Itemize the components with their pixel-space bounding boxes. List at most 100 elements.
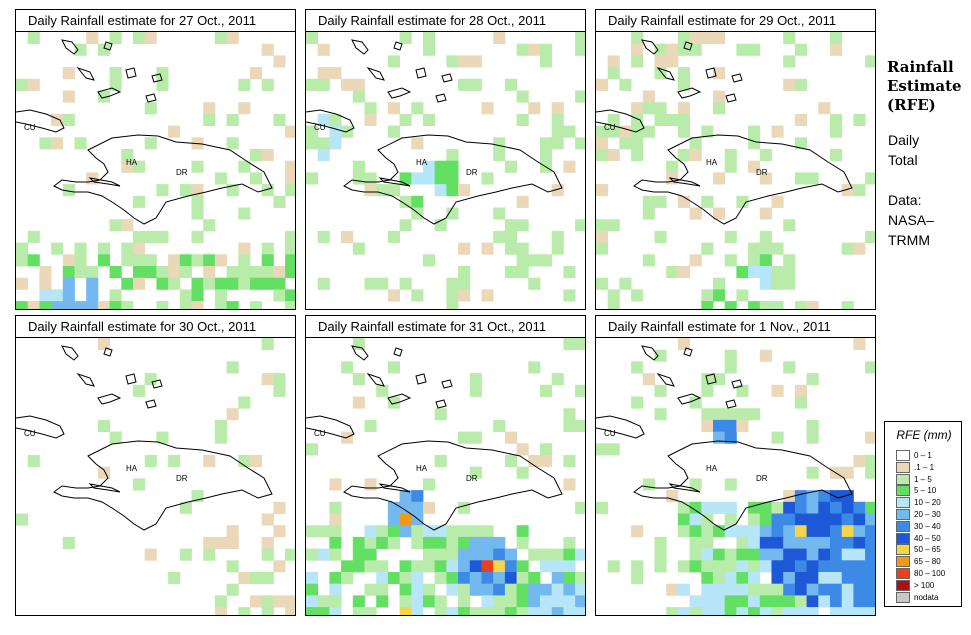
rainfall-cell (352, 548, 365, 561)
rainfall-cell (563, 548, 576, 561)
side-title-line: Rainfall (887, 58, 954, 76)
rainfall-cell (794, 137, 807, 150)
legend-label: .1 – 1 (914, 462, 935, 472)
coastline (656, 66, 675, 81)
rainfall-cell (830, 513, 843, 526)
rainfall-cell (516, 466, 529, 479)
rainfall-cell (203, 536, 216, 549)
coastline (435, 93, 447, 103)
rainfall-cell (341, 230, 354, 243)
rainfall-cell (203, 266, 216, 279)
coastline (393, 347, 403, 357)
rainfall-cell (677, 113, 690, 126)
rainfall-map: CU HA DR (15, 31, 296, 310)
rainfall-cell (701, 301, 714, 309)
rainfall-cell (771, 572, 784, 585)
rainfall-cell (830, 32, 843, 45)
rainfall-cell (364, 548, 377, 561)
rainfall-cell (317, 43, 330, 56)
rainfall-cell (841, 595, 854, 608)
rainfall-cell (261, 607, 274, 615)
rainfall-cell (133, 384, 146, 397)
rainfall-cell (62, 90, 75, 103)
rainfall-cell (399, 277, 412, 290)
rainfall-cell (806, 513, 819, 526)
rainfall-cell (713, 583, 726, 596)
rainfall-cell (596, 277, 609, 290)
rainfall-cell (250, 67, 263, 80)
rainfall-cell (818, 548, 831, 561)
rainfall-cell (575, 501, 585, 514)
rainfall-cell (563, 338, 576, 351)
rainfall-cell (39, 289, 52, 302)
rainfall-cell (306, 583, 319, 596)
country-label: HA (416, 158, 428, 167)
rainfall-cell (144, 266, 157, 279)
coastline (731, 379, 743, 389)
rainfall-cell (853, 560, 866, 573)
rainfall-cell (516, 536, 529, 549)
rainfall-cell (631, 113, 644, 126)
rainfall-cell (493, 595, 506, 608)
rainfall-cell (168, 254, 181, 267)
rainfall-cell (481, 242, 494, 255)
legend-item: > 100 (896, 579, 960, 592)
rainfall-cell (771, 583, 784, 596)
rainfall-cell (701, 595, 714, 608)
rainfall-cell (563, 595, 576, 608)
rainfall-cell (203, 219, 216, 232)
rainfall-cell (713, 102, 726, 115)
rainfall-cell (458, 55, 471, 68)
rainfall-cell (783, 266, 796, 279)
coastline (88, 483, 121, 493)
rainfall-cell (97, 338, 110, 351)
rainfall-cell (261, 78, 274, 91)
rainfall-cell (504, 78, 517, 91)
rainfall-cell (528, 254, 541, 267)
rainfall-cell (214, 595, 227, 608)
rainfall-cell (689, 43, 702, 56)
rainfall-cell (226, 277, 239, 290)
rainfall-cell (376, 536, 389, 549)
rainfall-cell (27, 32, 40, 45)
rainfall-cell (771, 125, 784, 138)
rainfall-cell (250, 572, 263, 585)
rainfall-cell (341, 361, 354, 374)
rainfall-cell (317, 78, 330, 91)
rainfall-cell (352, 536, 365, 549)
rainfall-cell (759, 607, 772, 615)
rainfall-cell (689, 548, 702, 561)
rainfall-cell (806, 583, 819, 596)
country-label: CU (314, 429, 326, 438)
legend-swatch (896, 556, 910, 568)
rainfall-cell (411, 289, 424, 302)
rainfall-map: CU HA DR (595, 337, 876, 616)
rainfall-cell (748, 137, 761, 150)
rainfall-cell (631, 361, 644, 374)
rainfall-cell (481, 595, 494, 608)
rainfall-cell (689, 607, 702, 615)
rainfall-cell (724, 607, 737, 615)
legend-swatch (896, 568, 910, 579)
legend-label: 80 – 100 (914, 569, 946, 578)
rainfall-cell (387, 361, 400, 374)
rainfall-cell (853, 501, 866, 514)
legend-swatch (896, 544, 910, 556)
rainfall-cell (748, 254, 761, 267)
rainfall-cell (446, 55, 459, 68)
coastline (387, 393, 412, 405)
rainfall-cell (250, 172, 263, 185)
rainfall-cell (654, 195, 667, 208)
rainfall-cell (504, 560, 517, 573)
rainfall-cell (865, 548, 875, 561)
rainfall-cell (250, 277, 263, 290)
rainfall-cell (631, 572, 644, 585)
rainfall-cell (144, 373, 157, 386)
rainfall-cell (806, 572, 819, 585)
legend-swatch (896, 485, 910, 497)
rainfall-cell (607, 219, 620, 232)
rainfall-cell (783, 560, 796, 573)
rainfall-cell (97, 466, 110, 479)
rainfall-cell (759, 254, 772, 267)
rainfall-cell (748, 408, 761, 421)
